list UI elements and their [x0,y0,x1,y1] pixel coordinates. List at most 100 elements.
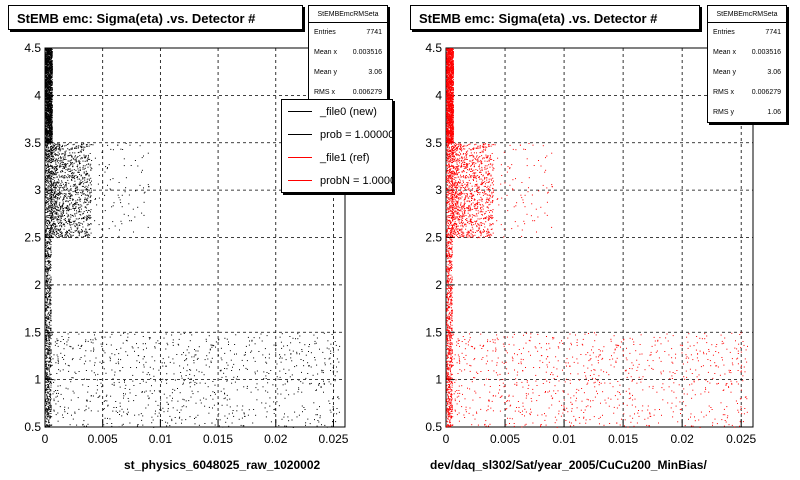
data-point [48,409,50,410]
data-point [199,399,201,401]
data-point [45,336,47,338]
data-point [47,288,49,289]
data-point [51,137,53,139]
data-point [336,408,338,409]
data-point [87,188,89,190]
data-point [254,343,256,345]
data-point [51,96,53,98]
data-point [329,409,331,411]
data-point [309,344,310,345]
data-point [64,234,66,236]
data-point [79,222,81,224]
data-point [195,350,197,352]
data-point [133,400,135,402]
data-point [53,186,55,188]
data-point [45,179,47,181]
data-point [46,211,48,213]
data-point [89,228,91,230]
data-point [167,408,169,410]
data-point [49,130,50,131]
data-point [45,172,46,174]
data-point [50,139,52,141]
data-point [263,378,265,380]
data-point [64,207,66,209]
data-point [301,350,303,352]
data-point [59,164,61,166]
data-point [58,145,60,147]
data-point [55,168,57,170]
data-point [77,178,79,180]
data-point [72,215,74,217]
data-point [49,59,51,61]
data-point [49,241,51,243]
data-point [81,192,83,194]
data-point [50,71,52,73]
data-point [51,55,53,57]
data-point [47,97,49,99]
data-point [228,425,230,427]
data-point [56,194,58,196]
data-point [50,281,52,283]
data-point [55,169,57,171]
data-point [47,125,49,126]
data-point [52,393,54,395]
data-point [61,181,63,183]
data-point [48,172,50,173]
data-point [58,180,60,182]
data-point [67,214,69,216]
data-point [112,205,114,207]
data-point [50,70,52,72]
data-point [69,192,71,194]
data-point [47,103,49,105]
data-point [49,248,51,250]
data-point [160,406,161,408]
data-point [66,144,68,145]
data-point [190,378,192,380]
data-point [328,381,330,383]
data-point [51,122,53,124]
data-point [78,209,80,211]
data-point [338,411,340,413]
data-point [57,155,59,157]
data-point [48,421,49,423]
data-point [45,187,47,189]
data-point [58,228,60,230]
data-point [224,368,226,369]
data-point [173,362,175,364]
data-point [51,102,52,104]
data-point [119,386,121,388]
data-point [58,182,60,184]
data-point [51,200,52,202]
data-point [112,178,114,180]
data-point [55,209,57,210]
data-point [71,172,73,173]
data-point [46,120,48,122]
data-point [98,175,100,176]
data-point [55,174,57,176]
data-point [60,192,62,194]
data-point [45,294,47,296]
data-point [51,88,53,89]
data-point [47,192,49,194]
data-point [50,136,52,137]
data-point [94,220,96,222]
data-point [62,164,64,166]
y-tick-label: 2.5 [24,231,41,245]
data-point [99,361,101,363]
data-point [63,198,65,200]
data-point [48,378,49,380]
data-point [291,379,293,381]
data-point [314,359,316,361]
data-point [45,48,47,50]
data-point [45,91,47,93]
data-point [77,344,79,346]
data-point [50,246,52,248]
data-point [50,64,52,66]
data-point [68,337,70,339]
data-point [48,135,50,137]
data-point [48,104,50,106]
data-point [253,337,255,339]
data-point [62,166,64,168]
data-point [46,161,48,163]
data-point [332,406,334,408]
